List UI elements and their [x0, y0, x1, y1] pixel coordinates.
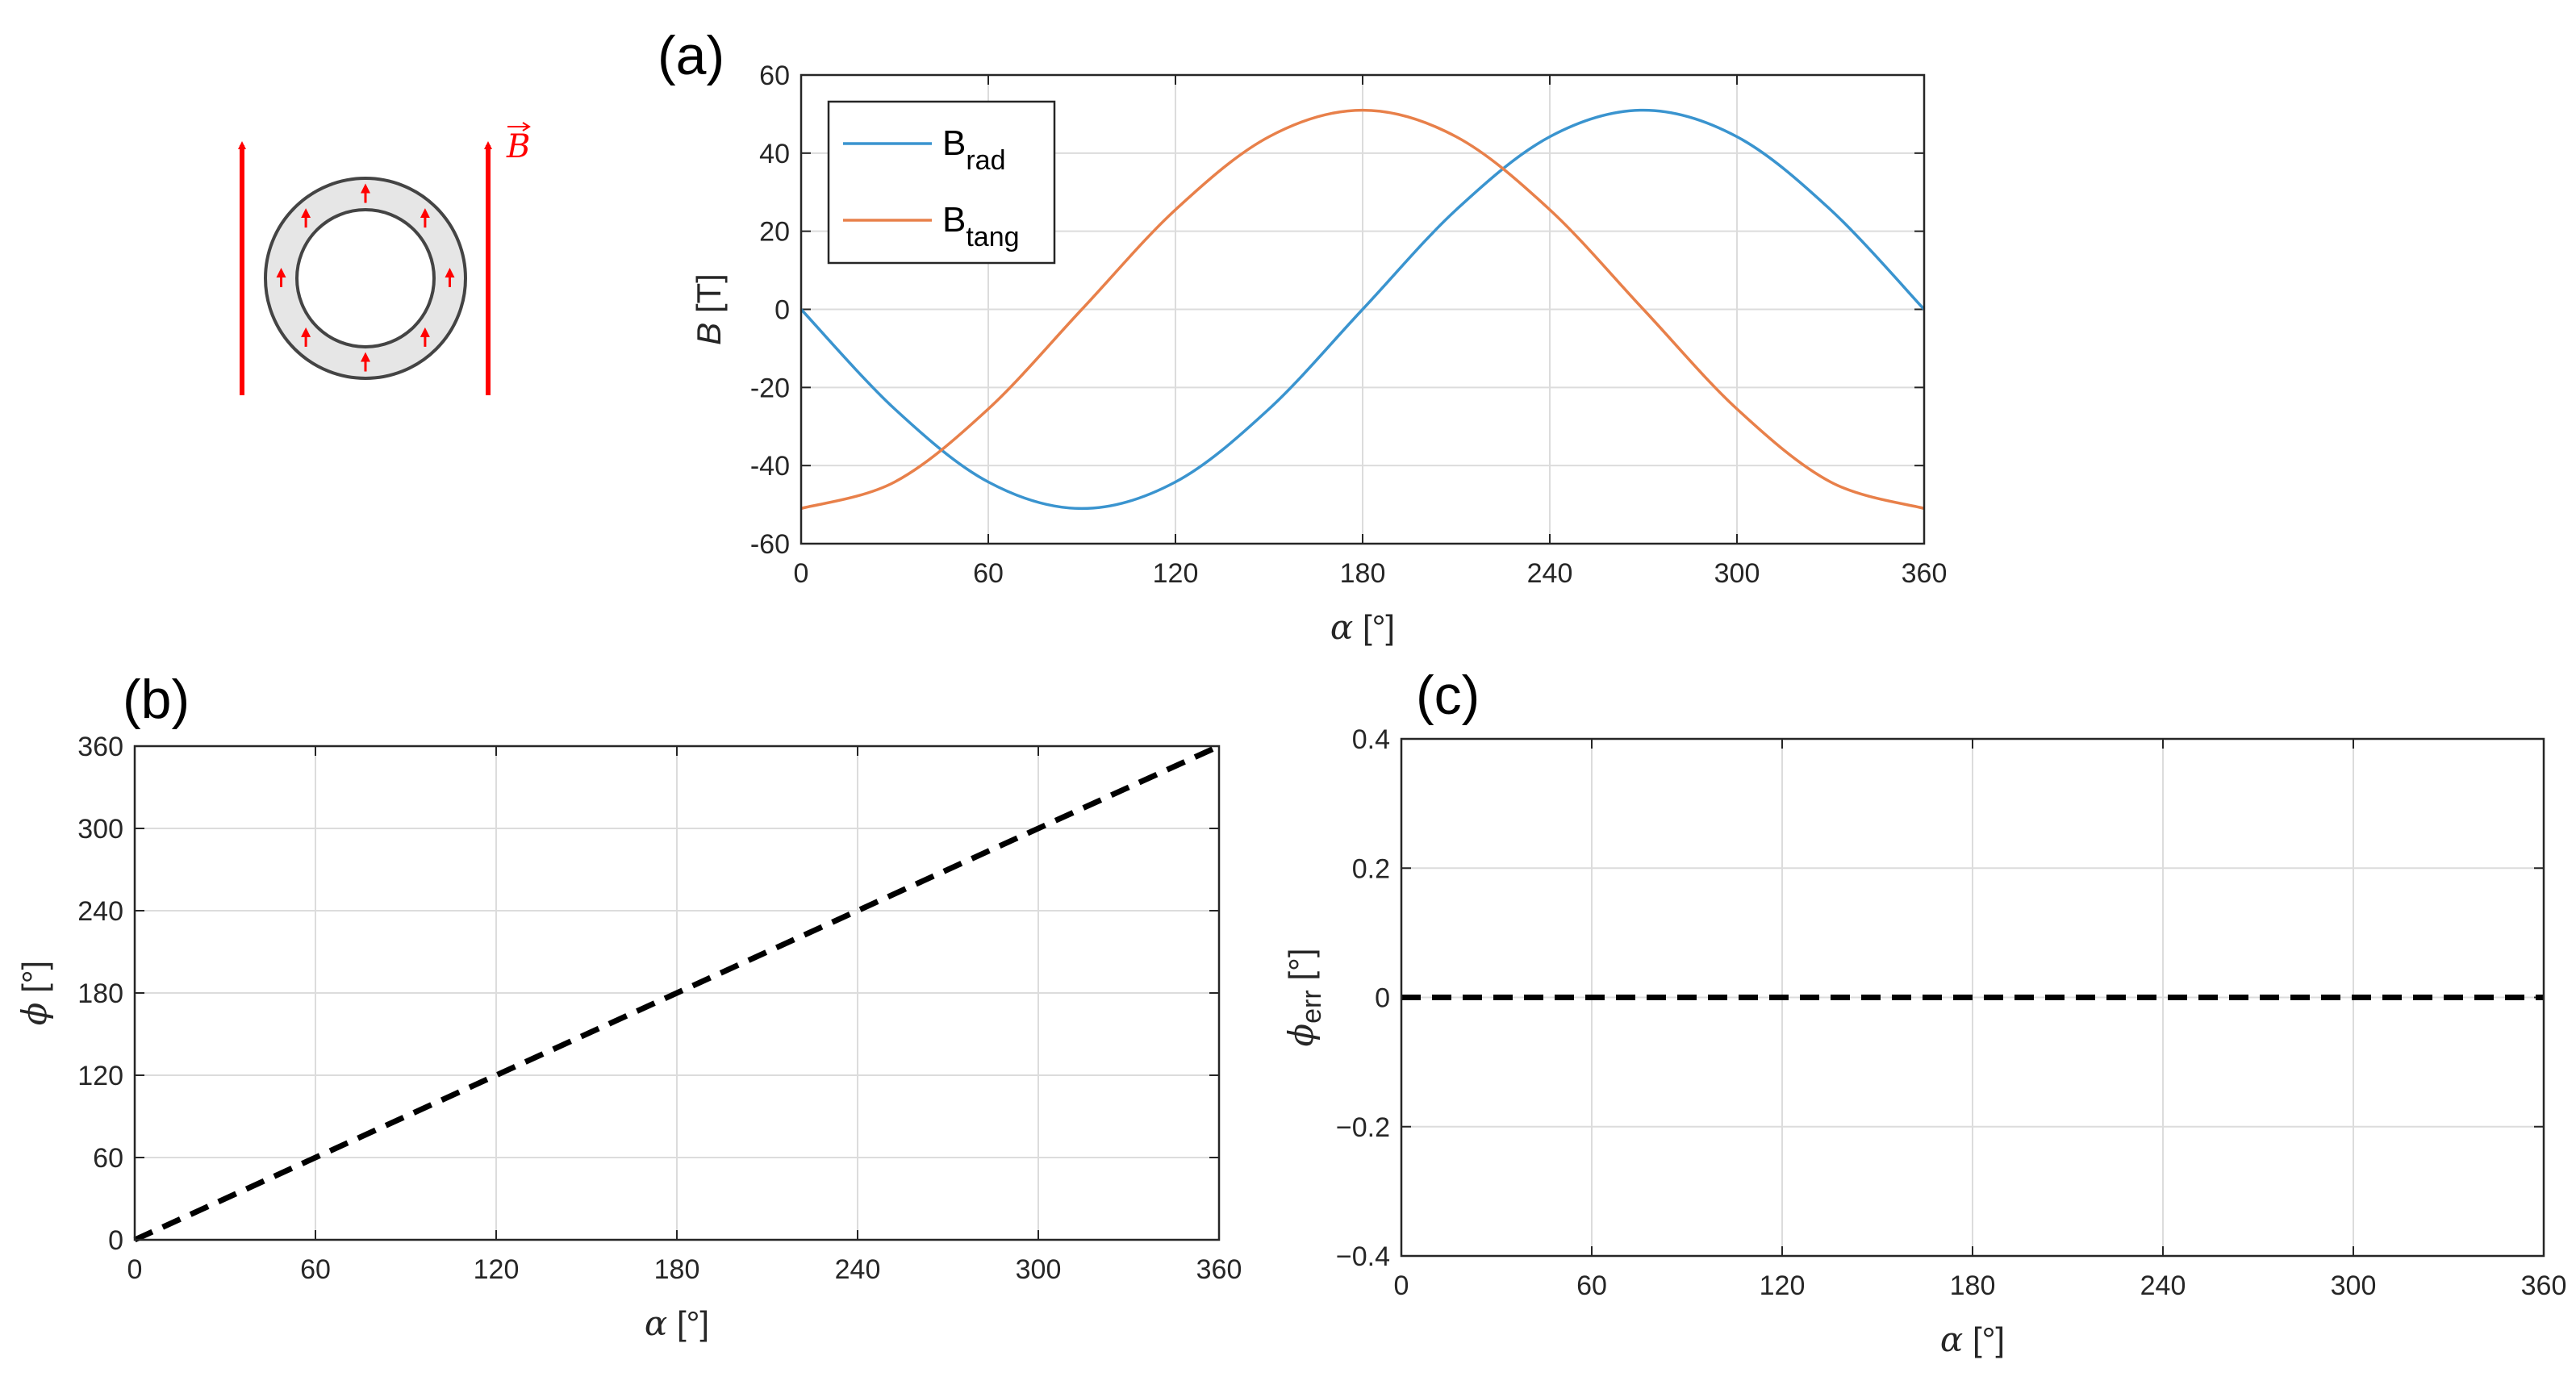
panel-c-plot-area: 0 60 120 180 240 300 360−0.4−0.200.20.4α [°]ϕe…: [1281, 724, 2566, 1359]
x-tick-label: 0: [127, 1254, 143, 1285]
axes-frame: [1400, 737, 2545, 1258]
series-line-rad: [800, 108, 1926, 511]
x-axis-title: α [°]: [1940, 1320, 2005, 1359]
x-axis-unit: [°]: [1963, 1320, 2005, 1358]
ring-inner: [295, 208, 436, 348]
y-axis-symbol: B: [690, 323, 728, 345]
x-axis-unit: [°]: [667, 1304, 709, 1342]
y-tick-label: 0: [774, 295, 790, 326]
y-tick-label: −0.2: [1336, 1112, 1390, 1143]
y-tick-label: -60: [750, 529, 790, 560]
x-tick-label: 60: [1576, 1270, 1607, 1301]
panel-b-plot-area: 0 60 120 180 240 300 360 0 60 120 180 240 300 360 α [°…: [15, 732, 1242, 1343]
panel-c-chart: (c) 0 60 120 180 240 300 360 −0.4 −0.2 0 0.2 0.4 α […: [1281, 665, 2566, 1359]
x-tick-label: 240: [1527, 558, 1573, 589]
x-tick-label: 0: [1394, 1270, 1409, 1301]
x-axis-title: α [°]: [645, 1304, 709, 1343]
y-tick-label: 0: [1375, 983, 1390, 1014]
panel-a-plot-area: 0 60 120 180 240 300 360 -60 -40 -20 0 20 40 60 α [°] B…: [690, 60, 1947, 647]
y-tick-label: -20: [750, 373, 790, 403]
x-tick-label: 360: [1902, 558, 1948, 589]
x-tick-label: 180: [1950, 1270, 1996, 1301]
y-tick-label: 180: [77, 978, 123, 1009]
x-axis-symbol: α: [1940, 1320, 1963, 1359]
x-tick-label: 120: [1760, 1270, 1806, 1301]
x-tick-label: 300: [2331, 1270, 2377, 1301]
y-tick-label: -40: [750, 451, 790, 482]
legend-entry-subscript: tang: [966, 222, 1019, 252]
y-tick-label: 20: [759, 217, 790, 248]
y-axis-unit: [T]: [690, 273, 728, 323]
panel-b-label: (b): [123, 669, 190, 730]
legend-entry-subscript: rad: [966, 145, 1005, 176]
legend-entry-tang: Btang: [942, 200, 1020, 252]
y-tick-label: 40: [759, 139, 790, 169]
x-tick-label: 60: [300, 1254, 331, 1285]
y-axis-title: B [T]: [690, 273, 728, 345]
axes-frame: [133, 745, 1221, 1241]
panel-c-label: (c): [1416, 665, 1480, 726]
x-axis-symbol: α: [1330, 607, 1353, 647]
y-tick-label: 0.4: [1352, 724, 1390, 755]
x-tick-label: 300: [1714, 558, 1760, 589]
ring-magnet-schematic: B: [238, 122, 531, 395]
legend-entry-rad: Brad: [942, 123, 1006, 176]
y-tick-label: 0.2: [1352, 853, 1390, 884]
x-tick-label: 240: [2140, 1270, 2186, 1301]
legend-entry-name: B: [942, 200, 966, 240]
y-tick-label: 300: [77, 814, 123, 845]
y-tick-label: 240: [77, 896, 123, 927]
x-tick-label: 180: [1340, 558, 1386, 589]
x-tick-label: 0: [794, 558, 809, 589]
y-axis-symbol: ϕ: [1281, 1024, 1321, 1047]
y-tick-label: 60: [759, 60, 790, 91]
x-tick-label: 180: [654, 1254, 700, 1285]
y-axis-title: ϕerr [°]: [1281, 948, 1327, 1046]
panel-a-label: (a): [658, 25, 724, 86]
legend-box: [827, 100, 1056, 265]
series-line-tang: [800, 108, 1925, 511]
x-tick-label: 120: [1153, 558, 1199, 589]
series-line-dashed: [133, 743, 1221, 1243]
y-axis-unit: [°]: [1282, 948, 1320, 990]
y-axis-symbol: ϕ: [15, 1003, 54, 1026]
legend-entry-name: B: [942, 123, 966, 163]
x-tick-label: 120: [474, 1254, 520, 1285]
y-tick-label: 360: [77, 732, 123, 762]
x-tick-label: 300: [1016, 1254, 1062, 1285]
panel-b-chart: (b) 0 60 120 180 240 300 360 0 60 120 180 240 300 360…: [15, 669, 1242, 1343]
y-tick-label: −0.4: [1336, 1241, 1390, 1272]
x-axis-title: α [°]: [1330, 607, 1395, 647]
y-axis-unit: [°]: [15, 961, 53, 1003]
field-label-b: B: [506, 128, 530, 165]
x-tick-label: 240: [835, 1254, 881, 1285]
y-tick-label: 0: [108, 1225, 123, 1256]
magnetization-arrows: [276, 183, 455, 372]
axes-frame: [800, 73, 1926, 545]
y-axis-subscript: err: [1296, 990, 1327, 1024]
y-tick-label: 60: [93, 1143, 123, 1174]
panel-a-chart: (a) 0 60 120 180 240 300 360 -60 -40 -20 0 20 40 60 α …: [658, 25, 1947, 647]
x-axis-unit: [°]: [1353, 608, 1395, 646]
y-axis-title: ϕ [°]: [15, 961, 54, 1025]
y-tick-label: 120: [77, 1061, 123, 1091]
x-tick-label: 360: [2521, 1270, 2567, 1301]
x-tick-label: 60: [973, 558, 1004, 589]
x-axis-symbol: α: [645, 1304, 667, 1343]
x-tick-label: 360: [1196, 1254, 1242, 1285]
